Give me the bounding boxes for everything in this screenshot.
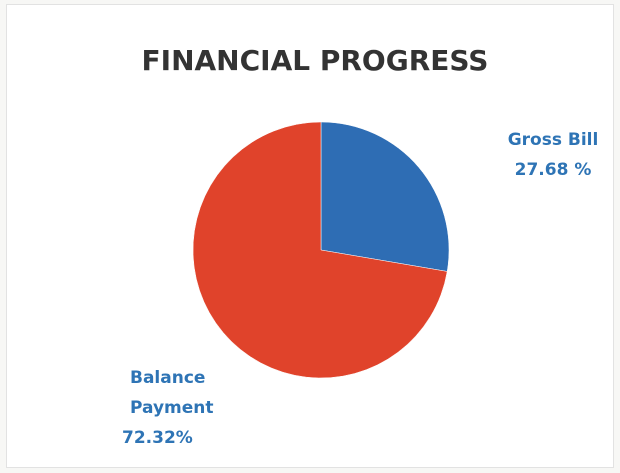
data-label: Balance Payment 72.32% — [122, 363, 222, 453]
pie-slice — [192, 121, 448, 379]
category-label: Gross Bill — [507, 130, 599, 150]
category-label: Balance Payment — [130, 368, 214, 418]
data-label: Gross Bill 27.68 % — [498, 125, 608, 185]
pie-slice — [320, 121, 450, 272]
value-label: 27.68 % — [514, 160, 592, 180]
value-label: 72.32% — [122, 428, 193, 448]
chart-title: FINANCIAL PROGRESS — [142, 44, 489, 77]
